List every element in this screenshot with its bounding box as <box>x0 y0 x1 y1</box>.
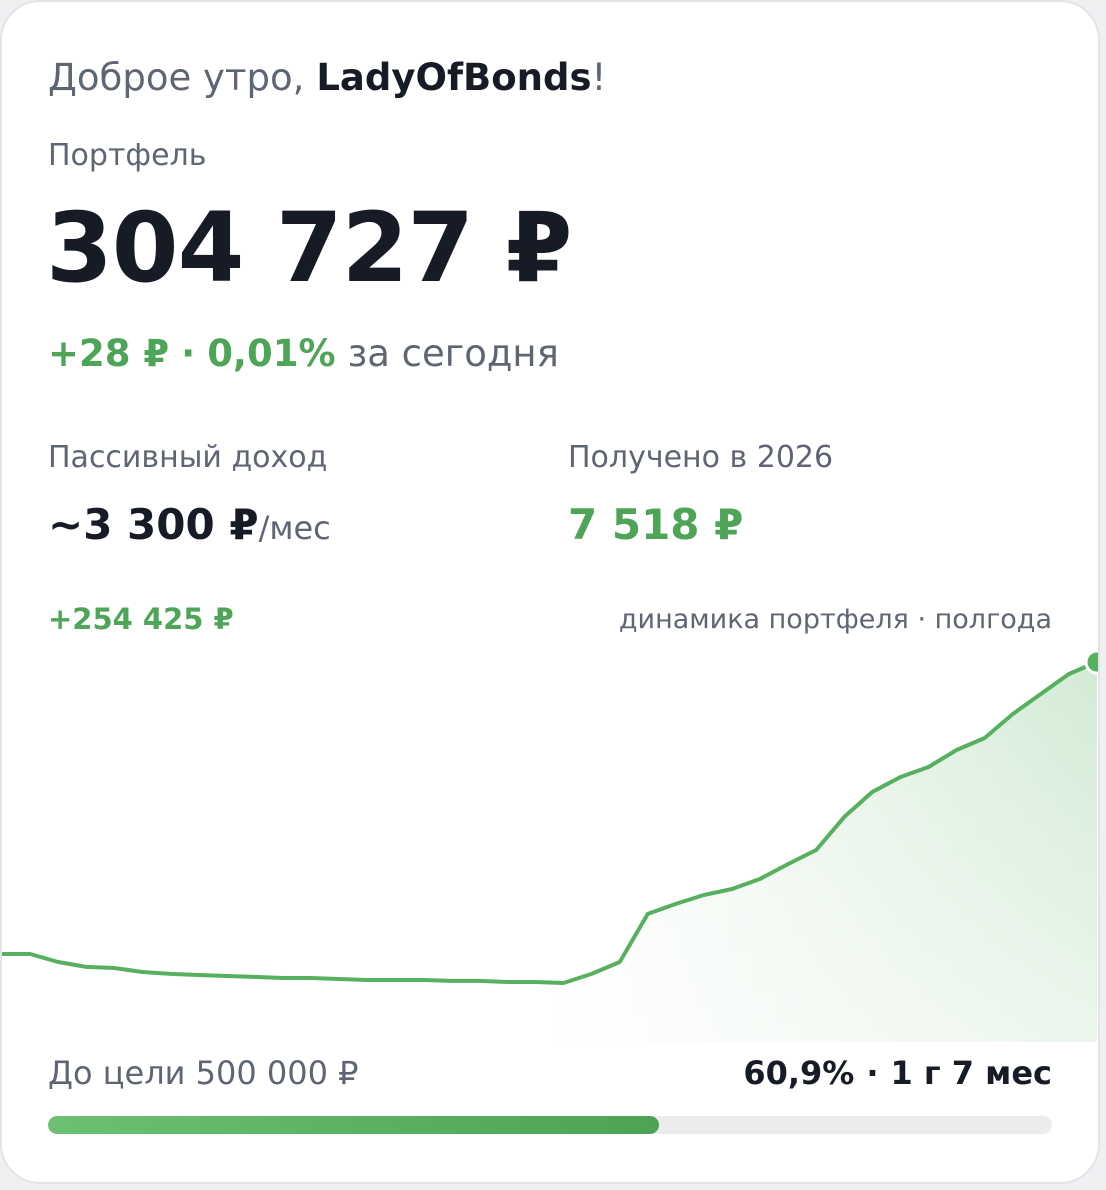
portfolio-label: Портфель <box>48 138 207 173</box>
goal-label: До цели 500 000 ₽ <box>48 1054 359 1092</box>
greeting: Доброе утро, <box>48 56 305 99</box>
progress-fill <box>48 1116 660 1134</box>
change-percent: 0,01% <box>207 332 336 375</box>
progress-track <box>48 1116 1052 1134</box>
goal-eta: 1 г 7 мес <box>890 1054 1053 1092</box>
passive-label: Пассивный доход <box>48 440 328 475</box>
punct: ! <box>591 56 607 99</box>
change-line: +28 ₽ · 0,01% за сегодня <box>48 332 559 375</box>
change-amount: +28 ₽ <box>48 332 170 375</box>
area-fade <box>2 622 1098 1042</box>
passive-line: ~3 300 ₽/мес <box>48 500 331 549</box>
change-separator: · <box>181 332 196 375</box>
received-value: 7 518 ₽ <box>568 500 744 549</box>
change-period: за сегодня <box>347 332 559 375</box>
passive-value: ~3 300 ₽ <box>48 500 259 549</box>
goal-separator: · <box>866 1054 879 1092</box>
passive-unit: /мес <box>258 509 331 547</box>
goal-percent: 60,9% <box>743 1054 855 1092</box>
greeting-line: Доброе утро, LadyOfBonds! <box>48 56 606 99</box>
portfolio-value: 304 727 ₽ <box>46 192 572 304</box>
chart <box>2 622 1098 1042</box>
end-dot <box>1084 649 1098 675</box>
chart-line <box>2 660 1098 985</box>
received-label: Получено в 2026 <box>568 440 834 475</box>
user-name: LadyOfBonds <box>316 56 592 99</box>
goal-status: 60,9% · 1 г 7 мес <box>743 1054 1052 1092</box>
